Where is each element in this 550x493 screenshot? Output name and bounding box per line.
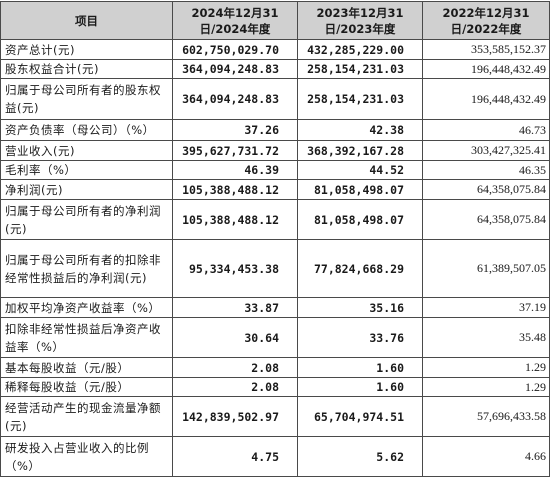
table-row: 股东权益合计(元) 364,094,248.83 258,154,231.03 … bbox=[0, 59, 550, 79]
value-2022: 1.29 bbox=[422, 357, 550, 378]
value-2024: 395,627,731.72 bbox=[172, 140, 298, 161]
table-row: 扣除非经常性损益后净资产收益率（%） 30.64 33.76 35.48 bbox=[0, 317, 550, 358]
value-2022: 64,358,075.84 bbox=[422, 199, 550, 240]
row-label: 资产负债率（母公司）（%） bbox=[0, 119, 173, 141]
table-row: 营业收入(元) 395,627,731.72 368,392,167.28 30… bbox=[0, 140, 550, 161]
row-label: 归属于母公司所有者的净利润(元) bbox=[0, 199, 173, 240]
value-2024: 364,094,248.83 bbox=[172, 78, 298, 120]
value-2024: 105,388,488.12 bbox=[172, 199, 298, 240]
table-row: 基本每股收益（元/股） 2.08 1.60 1.29 bbox=[0, 357, 550, 378]
value-2022: 61,389,507.05 bbox=[422, 239, 550, 298]
value-2023: 81,058,498.07 bbox=[297, 199, 423, 240]
row-label: 研发投入占营业收入的比例（%） bbox=[0, 436, 173, 477]
value-2023: 77,824,668.29 bbox=[297, 239, 423, 298]
row-label: 加权平均净资产收益率（%） bbox=[0, 297, 173, 318]
value-2023: 258,154,231.03 bbox=[297, 78, 423, 120]
value-2022: 35.48 bbox=[422, 317, 550, 358]
value-2024: 37.26 bbox=[172, 119, 298, 141]
value-2023: 33.76 bbox=[297, 317, 423, 358]
header-2022: 2022年12月31日/2022年度 bbox=[422, 1, 550, 40]
value-2023: 1.60 bbox=[297, 357, 423, 378]
value-2023: 368,392,167.28 bbox=[297, 140, 423, 161]
row-label: 股东权益合计(元) bbox=[0, 59, 173, 79]
table-row: 稀释每股收益（元/股） 2.08 1.60 1.29 bbox=[0, 377, 550, 397]
table-row: 净利润(元) 105,388,488.12 81,058,498.07 64,3… bbox=[0, 179, 550, 200]
value-2024: 364,094,248.83 bbox=[172, 59, 298, 79]
table-row: 归属于母公司所有者的净利润(元) 105,388,488.12 81,058,4… bbox=[0, 199, 550, 240]
value-2022: 353,585,152.37 bbox=[422, 39, 550, 60]
table-row: 毛利率（%） 46.39 44.52 46.35 bbox=[0, 160, 550, 180]
row-label: 净利润(元) bbox=[0, 179, 173, 200]
value-2024: 105,388,488.12 bbox=[172, 179, 298, 200]
value-2023: 258,154,231.03 bbox=[297, 59, 423, 79]
value-2023: 65,704,974.51 bbox=[297, 396, 423, 437]
value-2024: 602,750,029.70 bbox=[172, 39, 298, 60]
value-2024: 4.75 bbox=[172, 436, 298, 477]
row-label: 扣除非经常性损益后净资产收益率（%） bbox=[0, 317, 173, 358]
header-2024: 2024年12月31日/2024年度 bbox=[172, 1, 298, 40]
value-2022: 64,358,075.84 bbox=[422, 179, 550, 200]
table-row: 归属于母公司所有者的股东权益(元) 364,094,248.83 258,154… bbox=[0, 78, 550, 120]
value-2022: 57,696,433.58 bbox=[422, 396, 550, 437]
financial-data-table: 项目 2024年12月31日/2024年度 2023年12月31日/2023年度… bbox=[0, 1, 550, 477]
table-header-row: 项目 2024年12月31日/2024年度 2023年12月31日/2023年度… bbox=[0, 1, 550, 40]
value-2023: 5.62 bbox=[297, 436, 423, 477]
value-2023: 44.52 bbox=[297, 160, 423, 180]
table-row: 经营活动产生的现金流量净额(元) 142,839,502.97 65,704,9… bbox=[0, 396, 550, 437]
row-label: 基本每股收益（元/股） bbox=[0, 357, 173, 378]
value-2024: 30.64 bbox=[172, 317, 298, 358]
value-2024: 2.08 bbox=[172, 377, 298, 397]
value-2022: 46.73 bbox=[422, 119, 550, 141]
row-label: 营业收入(元) bbox=[0, 140, 173, 161]
row-label: 经营活动产生的现金流量净额(元) bbox=[0, 396, 173, 437]
value-2023: 1.60 bbox=[297, 377, 423, 397]
header-2023: 2023年12月31日/2023年度 bbox=[297, 1, 423, 40]
value-2023: 81,058,498.07 bbox=[297, 179, 423, 200]
table-row: 归属于母公司所有者的扣除非经常性损益后的净利润(元) 95,334,453.38… bbox=[0, 239, 550, 298]
table-row: 资产负债率（母公司）（%） 37.26 42.38 46.73 bbox=[0, 119, 550, 141]
value-2022: 1.29 bbox=[422, 377, 550, 397]
value-2022: 303,427,325.41 bbox=[422, 140, 550, 161]
row-label: 毛利率（%） bbox=[0, 160, 173, 180]
value-2023: 42.38 bbox=[297, 119, 423, 141]
value-2022: 37.19 bbox=[422, 297, 550, 318]
value-2022: 196,448,432.49 bbox=[422, 59, 550, 79]
value-2024: 2.08 bbox=[172, 357, 298, 378]
value-2023: 35.16 bbox=[297, 297, 423, 318]
value-2024: 46.39 bbox=[172, 160, 298, 180]
value-2022: 46.35 bbox=[422, 160, 550, 180]
table-row: 加权平均净资产收益率（%） 33.87 35.16 37.19 bbox=[0, 297, 550, 318]
row-label: 稀释每股收益（元/股） bbox=[0, 377, 173, 397]
row-label: 归属于母公司所有者的股东权益(元) bbox=[0, 78, 173, 120]
value-2024: 33.87 bbox=[172, 297, 298, 318]
table-row: 研发投入占营业收入的比例（%） 4.75 5.62 4.66 bbox=[0, 436, 550, 477]
value-2022: 4.66 bbox=[422, 436, 550, 477]
header-item: 项目 bbox=[0, 1, 173, 40]
value-2022: 196,448,432.49 bbox=[422, 78, 550, 120]
value-2024: 142,839,502.97 bbox=[172, 396, 298, 437]
row-label: 资产总计(元) bbox=[0, 39, 173, 60]
value-2024: 95,334,453.38 bbox=[172, 239, 298, 298]
table-row: 资产总计(元) 602,750,029.70 432,285,229.00 35… bbox=[0, 39, 550, 60]
value-2023: 432,285,229.00 bbox=[297, 39, 423, 60]
row-label: 归属于母公司所有者的扣除非经常性损益后的净利润(元) bbox=[0, 239, 173, 298]
